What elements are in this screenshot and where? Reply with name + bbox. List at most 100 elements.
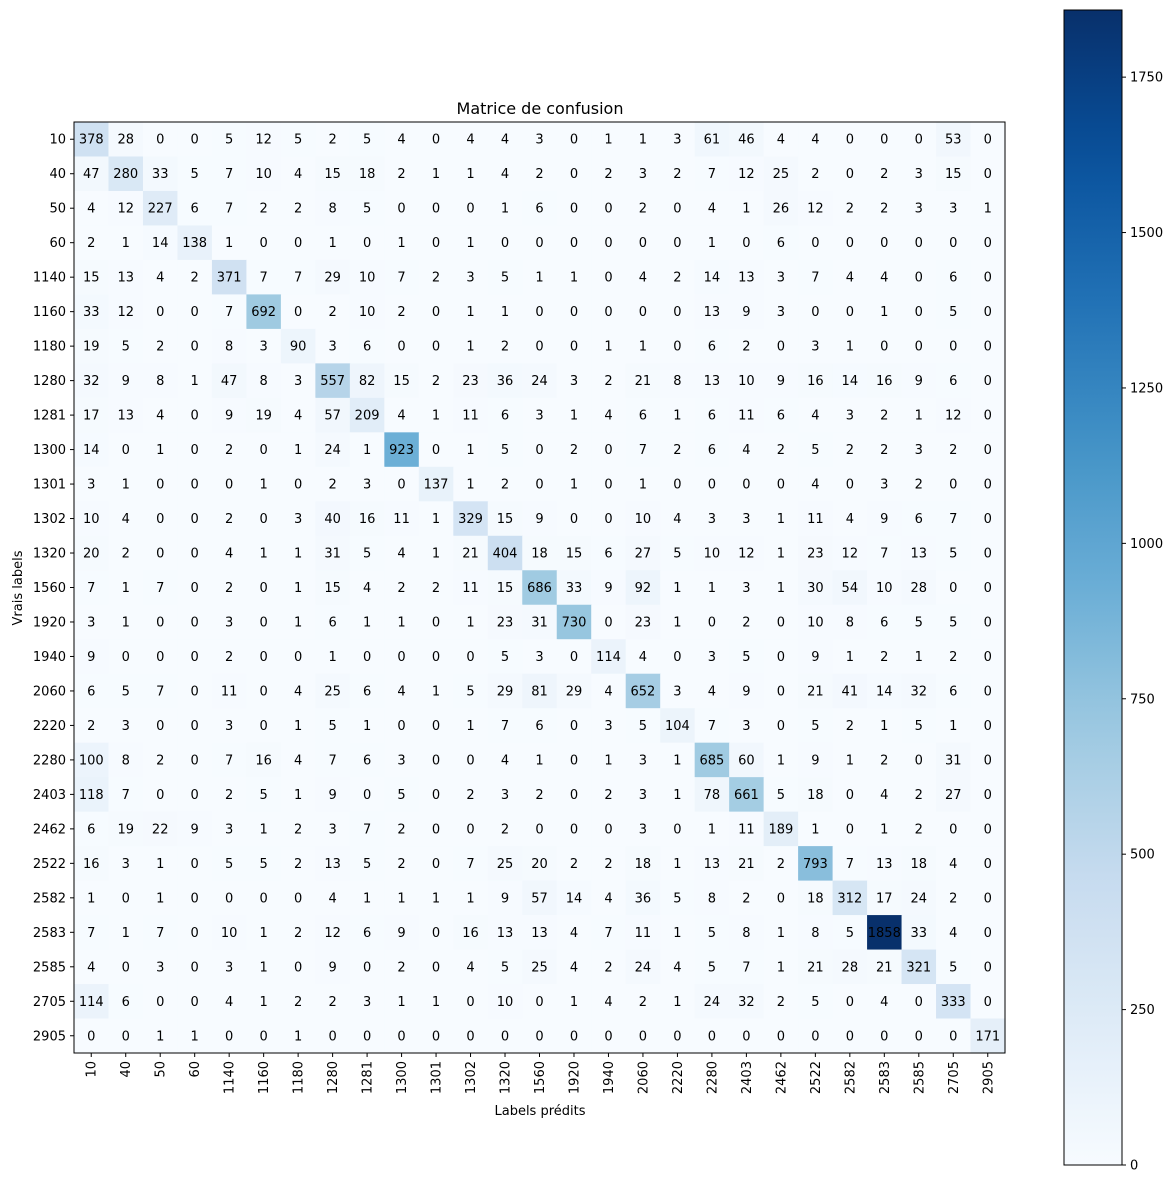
heatmap-cell <box>694 811 730 847</box>
cell-value: 1 <box>604 133 612 148</box>
cell-value: 2 <box>570 443 578 458</box>
heatmap-cell <box>625 122 661 158</box>
heatmap-cell <box>349 846 385 882</box>
cell-value: 7 <box>466 857 474 872</box>
cell-value: 10 <box>255 167 272 182</box>
cell-value: 0 <box>122 443 130 458</box>
heatmap-cell <box>74 122 110 158</box>
cell-value: 9 <box>535 512 543 527</box>
cell-value: 12 <box>807 202 824 217</box>
cell-value: 0 <box>535 340 543 355</box>
heatmap-cell <box>74 777 110 813</box>
cell-value: 2 <box>915 822 923 837</box>
heatmap-cell <box>142 777 179 813</box>
heatmap-cell <box>936 949 972 985</box>
cell-value: 3 <box>742 512 750 527</box>
heatmap-cell <box>625 328 661 364</box>
heatmap-cell <box>142 949 179 985</box>
cell-value: 2 <box>328 478 336 493</box>
heatmap-cell <box>177 708 213 744</box>
heatmap-cell <box>487 466 523 502</box>
cell-value: 0 <box>432 857 440 872</box>
heatmap-cell <box>901 294 937 330</box>
cell-value: 0 <box>432 202 440 217</box>
cell-value: 2 <box>846 443 854 458</box>
x-tick-label: 2583 <box>878 1061 893 1094</box>
heatmap-cell <box>280 570 316 606</box>
heatmap-cell <box>315 673 351 709</box>
cell-value: 10 <box>359 305 376 320</box>
cell-value: 0 <box>984 891 992 906</box>
heatmap-cell <box>177 880 213 916</box>
cell-value: 118 <box>79 788 104 803</box>
heatmap-cell <box>625 880 661 916</box>
heatmap-cell <box>970 673 1006 709</box>
cell-value: 4 <box>87 202 95 217</box>
heatmap-cell <box>522 708 558 744</box>
cell-value: 0 <box>397 650 405 665</box>
heatmap-cell <box>211 880 248 916</box>
cell-value: 6 <box>777 236 785 251</box>
cell-value: 10 <box>221 926 238 941</box>
cell-value: 15 <box>945 167 962 182</box>
heatmap-cell <box>246 328 282 364</box>
heatmap-cell <box>142 984 179 1020</box>
heatmap-cell <box>280 639 316 675</box>
cell-value: 0 <box>260 615 268 630</box>
heatmap-cell <box>349 984 385 1020</box>
cell-value: 8 <box>708 891 716 906</box>
cell-value: 17 <box>876 891 893 906</box>
heatmap-cell <box>315 984 351 1020</box>
cell-value: 19 <box>117 822 134 837</box>
cell-value: 1 <box>294 547 302 562</box>
cell-value: 14 <box>876 684 893 699</box>
heatmap-cell <box>763 846 799 882</box>
heatmap-cell <box>970 915 1006 951</box>
heatmap-cell <box>280 742 316 778</box>
cell-value: 3 <box>639 167 647 182</box>
cell-value: 4 <box>673 512 681 527</box>
heatmap-cell <box>832 535 868 571</box>
cell-value: 1 <box>570 995 578 1010</box>
heatmap-cell <box>211 570 248 606</box>
heatmap-cell <box>970 639 1006 675</box>
heatmap-cell <box>280 501 316 537</box>
cell-value: 1 <box>363 615 371 630</box>
cell-value: 15 <box>497 512 514 527</box>
cell-value: 8 <box>122 753 130 768</box>
cell-value: 4 <box>156 271 164 286</box>
cell-value: 100 <box>79 753 104 768</box>
y-tick-label: 2220 <box>33 719 66 734</box>
x-tick-label: 2220 <box>671 1061 686 1094</box>
heatmap-cell <box>936 673 972 709</box>
heatmap-cell <box>349 397 385 433</box>
heatmap-cell <box>970 604 1006 640</box>
heatmap-cell <box>74 742 110 778</box>
cell-value: 1 <box>673 753 681 768</box>
cell-value: 0 <box>363 236 371 251</box>
cell-value: 189 <box>768 822 793 837</box>
heatmap-cell <box>211 397 248 433</box>
heatmap-cell <box>384 915 420 951</box>
cell-value: 7 <box>260 271 268 286</box>
cell-value: 0 <box>397 478 405 493</box>
cell-value: 32 <box>911 684 928 699</box>
cell-value: 0 <box>984 650 992 665</box>
cell-value: 3 <box>87 478 95 493</box>
heatmap-cell <box>522 328 558 364</box>
heatmap-cell <box>74 466 110 502</box>
heatmap-cell <box>970 846 1006 882</box>
heatmap-cell <box>142 915 179 951</box>
heatmap-cell <box>487 880 523 916</box>
cell-value: 20 <box>531 857 548 872</box>
cell-value: 7 <box>880 547 888 562</box>
cell-value: 54 <box>842 581 859 596</box>
heatmap-cell <box>556 604 592 640</box>
y-axis-ticks: 1040506011401160118012801281130013011302… <box>33 133 74 1044</box>
y-tick-label: 1140 <box>33 271 66 286</box>
heatmap-cell <box>74 397 110 433</box>
heatmap-cell <box>315 535 351 571</box>
cell-value: 0 <box>984 857 992 872</box>
cell-value: 21 <box>876 960 893 975</box>
cell-value: 2 <box>397 822 405 837</box>
